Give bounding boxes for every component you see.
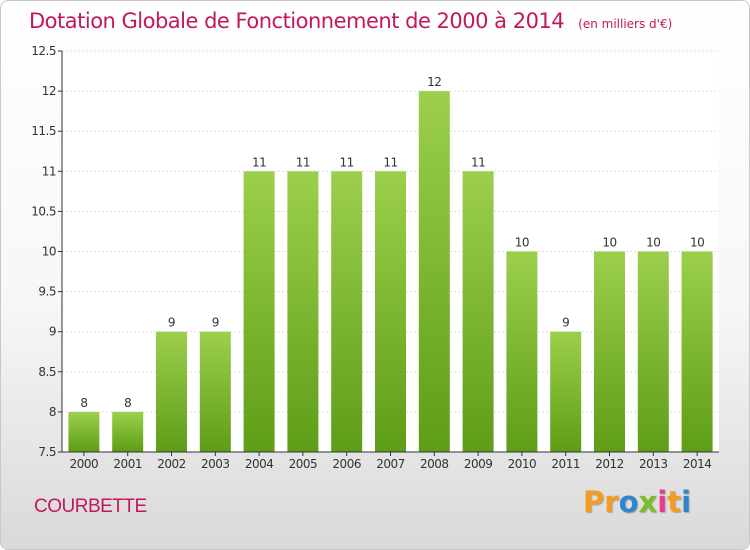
- x-tick-label: 2009: [464, 457, 493, 471]
- bar-value-label: 9: [562, 316, 569, 330]
- x-tick-label: 2007: [376, 457, 405, 471]
- y-tick-label: 9.5: [38, 285, 56, 299]
- bar-value-label: 9: [168, 316, 175, 330]
- bar-value-label: 10: [515, 236, 529, 250]
- bar-value-label: 12: [427, 75, 441, 89]
- bar-value-label: 9: [212, 316, 219, 330]
- x-tick-label: 2014: [683, 457, 712, 471]
- bar: [243, 171, 275, 453]
- commune-name: COURBETTE: [34, 496, 147, 517]
- x-tick-label: 2000: [70, 457, 99, 471]
- y-tick-label: 7.5: [38, 445, 56, 459]
- bar: [550, 331, 582, 452]
- bar-value-label: 8: [80, 396, 87, 410]
- bar: [287, 171, 319, 453]
- bar-value-label: 11: [340, 155, 354, 169]
- bar: [681, 251, 713, 452]
- bar: [594, 251, 625, 452]
- bar-value-label: 10: [646, 236, 660, 250]
- logo-letter: x: [638, 485, 658, 519]
- x-tick-label: 2013: [639, 457, 668, 471]
- bar: [199, 331, 231, 452]
- x-tick-label: 2010: [508, 457, 537, 471]
- bar-value-label: 10: [602, 236, 616, 250]
- bar: [418, 91, 450, 452]
- bar: [112, 411, 144, 452]
- bar-value-label: 8: [124, 396, 131, 410]
- x-tick-label: 2008: [420, 457, 449, 471]
- x-tick-label: 2012: [595, 457, 624, 471]
- y-tick-label: 11: [42, 164, 56, 178]
- x-tick-label: 2001: [113, 457, 142, 471]
- y-tick-label: 10: [42, 245, 56, 259]
- bar: [156, 331, 187, 452]
- y-tick-label: 8: [49, 405, 56, 419]
- chart-title-text: Dotation Globale de Fonctionnement de 20…: [29, 9, 565, 33]
- chart-title: Dotation Globale de Fonctionnement de 20…: [29, 9, 672, 33]
- y-tick-label: 12.5: [31, 44, 56, 58]
- chart-unit-note: (en milliers d'€): [578, 17, 673, 31]
- x-tick-label: 2005: [289, 457, 318, 471]
- proxiti-logo: Proxiti: [583, 485, 691, 519]
- y-tick-label: 9: [49, 325, 56, 339]
- bar-value-label: 10: [690, 236, 704, 250]
- bar-value-label: 11: [252, 155, 266, 169]
- bar: [331, 171, 363, 453]
- logo-letter: i: [657, 485, 668, 519]
- logo-letter: o: [618, 485, 639, 519]
- y-tick-label: 10.5: [31, 204, 56, 218]
- x-tick-label: 2006: [332, 457, 361, 471]
- logo-letter: i: [681, 485, 692, 519]
- y-tick-label: 12: [42, 84, 56, 98]
- x-tick-label: 2002: [157, 457, 186, 471]
- y-tick-label: 8.5: [38, 365, 56, 379]
- x-tick-label: 2011: [551, 457, 580, 471]
- bar: [506, 251, 538, 452]
- logo-letter: t: [667, 485, 682, 519]
- bar-value-label: 11: [383, 155, 397, 169]
- bar: [637, 251, 669, 452]
- x-tick-label: 2004: [245, 457, 274, 471]
- x-tick-label: 2003: [201, 457, 230, 471]
- bar-value-label: 11: [296, 155, 310, 169]
- y-tick-label: 11.5: [31, 124, 56, 138]
- logo-letter: r: [604, 485, 619, 519]
- bar: [68, 411, 100, 452]
- logo-letter: P: [583, 485, 605, 519]
- bar-value-label: 11: [471, 155, 485, 169]
- bar: [462, 171, 494, 453]
- bar: [375, 171, 406, 453]
